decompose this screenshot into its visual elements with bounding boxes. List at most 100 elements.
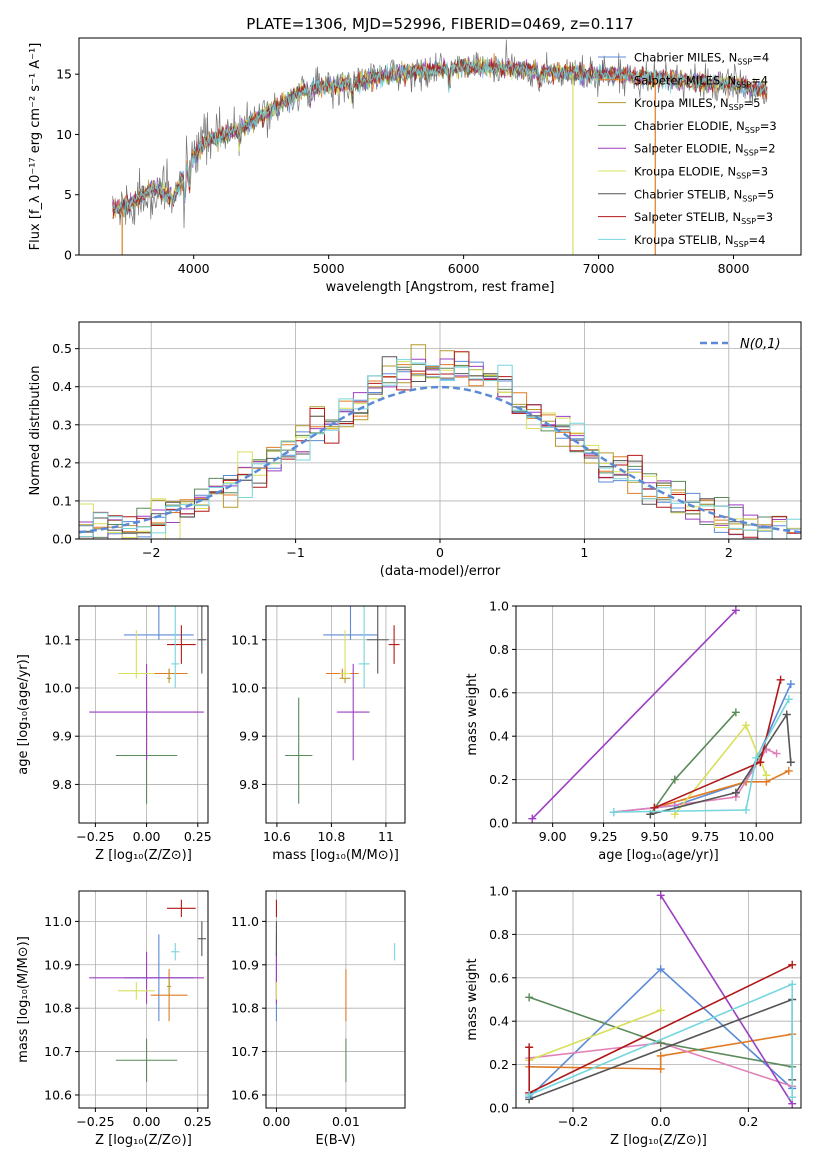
x-tick-label: 0	[436, 545, 444, 560]
legend-label: N(0,1)	[740, 337, 781, 352]
weight-series-line	[528, 1009, 661, 1062]
weight-marker	[525, 1043, 534, 1052]
x-tick-label: 9.25	[590, 829, 618, 844]
weight-marker	[656, 965, 665, 974]
x-tick-label: 1	[580, 545, 588, 560]
x-tick-label: 0.00	[133, 1114, 161, 1129]
weight-marker	[752, 753, 761, 762]
x-axis-label: wavelength [Angstrom, rest frame]	[326, 280, 555, 295]
weight-marker	[784, 766, 793, 775]
y-axis-label: Normed distribution	[28, 366, 43, 496]
mass_vs_Z-axes	[79, 891, 208, 1108]
age_vs_mass-border	[265, 605, 406, 824]
mass_vs_Z-border	[78, 890, 209, 1109]
y-tick-label: 11.0	[44, 914, 72, 929]
x-tick-label: 9.00	[539, 829, 567, 844]
spectrum-frame: 4000 5000 6000 7000 8000 0 5 10 15 wavelength [An…	[28, 37, 802, 295]
y-tick-label: 10.8	[44, 1001, 72, 1016]
y-tick-label: 10.8	[231, 1001, 259, 1016]
y-tick-label: 0.0	[489, 1101, 509, 1116]
weight-marker	[762, 771, 771, 780]
y-tick-label: 9.9	[239, 729, 259, 744]
weight-series-line	[654, 770, 790, 809]
weight-series-line	[531, 609, 737, 820]
weight-marker	[656, 891, 665, 900]
weight-marker	[742, 805, 751, 814]
legend-label: Chabrier ELODIE, NSSP=3	[634, 119, 777, 135]
x-tick-label: 10.8	[317, 829, 345, 844]
weight-marker	[528, 814, 537, 823]
age_vs_mass-frame: 10.6 10.8 11 9.8 9.9 10.0 10.1 mass [log₁₀(M/M⊙…	[231, 605, 406, 863]
y-tick-label: 15	[56, 67, 72, 82]
weight-marker	[756, 758, 765, 767]
x-axis-label: Z [log₁₀(Z/Z⊙)]	[95, 848, 192, 863]
weight-series-line	[660, 894, 793, 1105]
weight_vs_age-axes	[516, 605, 801, 824]
y-tick-label: 9.9	[52, 729, 72, 744]
y-tick-label: 10.7	[231, 1044, 259, 1059]
weight-marker	[788, 980, 797, 989]
x-tick-label: 8000	[718, 261, 750, 276]
y-tick-label: 10.7	[44, 1044, 72, 1059]
figure-title: PLATE=1306, MJD=52996, FIBERID=0469, z=0…	[246, 15, 633, 33]
y-tick-label: 11.0	[231, 914, 259, 929]
y-tick-label: 0.2	[489, 772, 509, 787]
weight-series-line	[650, 712, 792, 816]
y-axis-label: mass weight	[465, 958, 480, 1040]
x-tick-label: −2	[142, 545, 160, 560]
age_vs_Z-frame: −0.25 0.00 0.25 9.8 9.9 10.0 10.1 Z [log₁₀(Z/Z⊙…	[16, 605, 212, 863]
y-tick-label: 10.9	[44, 957, 72, 972]
weight-marker	[525, 1090, 534, 1099]
age_vs_Z-points	[89, 606, 206, 804]
legend-label: Kroupa STELIB, NSSP=4	[634, 233, 765, 249]
y-tick-label: 10.0	[44, 680, 72, 695]
weight-marker	[525, 993, 534, 1002]
weight-marker	[656, 1064, 665, 1073]
weight-marker	[782, 710, 791, 719]
weight-series-line	[613, 698, 790, 813]
y-tick-label: 0.6	[489, 970, 509, 985]
weight_vs_age-series	[528, 606, 795, 823]
x-tick-label: −0.2	[558, 1114, 588, 1129]
weight_vs_Z-series	[525, 891, 797, 1108]
y-tick-label: 0.8	[489, 927, 509, 942]
y-tick-label: 0.3	[52, 417, 72, 432]
x-tick-label: 11	[378, 829, 394, 844]
y-tick-label: 10	[56, 127, 72, 142]
normal-curve	[79, 385, 801, 534]
y-tick-label: 0.2	[52, 455, 72, 470]
weight-marker	[784, 695, 793, 704]
y-tick-label: 9.8	[52, 777, 72, 792]
x-tick-label: 0.0	[651, 1114, 671, 1129]
x-axis-label: Z [log₁₀(Z/Z⊙)]	[95, 1133, 192, 1148]
x-tick-label: 10.00	[738, 829, 774, 844]
y-axis-label: mass [log₁₀(M/M⊙)]	[16, 936, 31, 1063]
x-tick-label: 9.50	[641, 829, 669, 844]
weight-marker	[786, 680, 795, 689]
age_vs_mass-axes	[266, 606, 405, 823]
x-axis-label: E(B-V)	[315, 1133, 355, 1148]
weight_vs_Z-frame: −0.2 0.0 0.2 0.0 0.2 0.4 0.6 0.8 1.0 Z [log₁₀(Z/Z…	[465, 884, 802, 1148]
y-tick-label: 1.0	[489, 599, 509, 614]
weight-marker	[609, 808, 618, 817]
y-tick-label: 5	[64, 187, 72, 202]
mass_vs_ebv-frame: 0.00 0.01 10.6 10.7 10.8 10.9 11.0 E(B-V)	[231, 890, 406, 1148]
spectrum-border	[78, 37, 802, 256]
weight-marker	[786, 758, 795, 767]
y-tick-label: 1.0	[489, 884, 509, 899]
x-tick-label: 9.75	[691, 829, 719, 844]
y-tick-label: 0.0	[52, 532, 72, 547]
histogram-series	[79, 359, 801, 539]
y-tick-label: 0	[64, 248, 72, 263]
y-tick-label: 10.0	[231, 680, 259, 695]
weight-marker	[772, 749, 781, 758]
x-tick-label: −1	[286, 545, 304, 560]
x-axis-label: Z [log₁₀(Z/Z⊙)]	[610, 1133, 707, 1148]
legend-label: Salpeter STELIB, NSSP=3	[634, 210, 773, 226]
y-axis-label: mass weight	[465, 673, 480, 755]
residuals-frame: −2 −1 0 1 2 0.0 0.1 0.2 0.3 0.4 0.5 (data-model)/er…	[28, 321, 802, 579]
y-tick-label: 0.4	[52, 379, 72, 394]
x-axis-label: age [log₁₀(age/yr)]	[598, 848, 719, 863]
legend-label: Salpeter ELODIE, NSSP=2	[634, 142, 776, 158]
